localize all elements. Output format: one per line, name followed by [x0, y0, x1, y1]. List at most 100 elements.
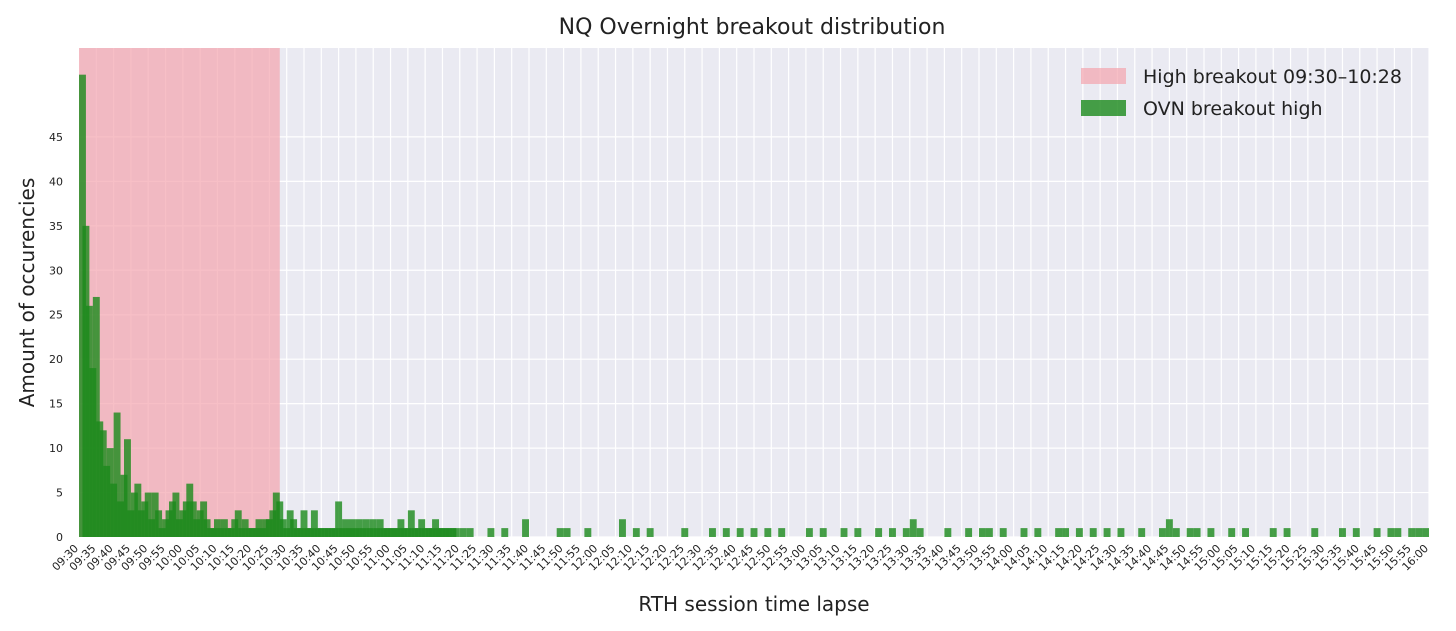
- bar: [522, 519, 529, 537]
- bar: [736, 528, 744, 537]
- bar: [124, 439, 131, 537]
- bar: [909, 519, 917, 537]
- bar: [359, 528, 367, 537]
- bar: [380, 528, 388, 537]
- bar: [293, 528, 301, 537]
- bar: [269, 510, 277, 537]
- bar: [875, 528, 883, 537]
- bar: [1020, 528, 1028, 537]
- bar: [252, 528, 259, 537]
- chart-title: NQ Overnight breakout distribution: [559, 15, 946, 40]
- y-tick-label: 25: [49, 309, 63, 322]
- bar: [407, 510, 415, 537]
- x-axis-label: RTH session time lapse: [638, 592, 869, 616]
- bar: [113, 412, 121, 537]
- bar: [355, 519, 363, 537]
- bar: [487, 528, 495, 537]
- bar: [1117, 528, 1125, 537]
- bar: [722, 528, 730, 537]
- bar: [144, 492, 152, 537]
- bar: [449, 528, 457, 537]
- bar: [217, 528, 225, 537]
- bar: [1422, 528, 1429, 537]
- bar: [1165, 519, 1173, 537]
- bar: [400, 528, 408, 537]
- bar: [383, 528, 391, 537]
- y-tick-label: 15: [49, 398, 63, 411]
- bar: [584, 528, 592, 537]
- bar: [1062, 528, 1069, 537]
- bar: [1352, 528, 1360, 537]
- bar: [172, 492, 180, 537]
- bar: [1242, 528, 1249, 537]
- bar: [805, 528, 813, 537]
- bar: [1311, 528, 1319, 537]
- y-tick-label: 0: [56, 531, 63, 544]
- bar: [764, 528, 772, 537]
- bar: [1283, 528, 1291, 537]
- bar: [632, 528, 640, 537]
- bar: [1172, 528, 1180, 537]
- x-tick-labels: 09:3009:3509:4009:4509:5009:5510:0010:05…: [50, 542, 1432, 574]
- bar: [234, 510, 242, 537]
- bar: [778, 528, 786, 537]
- y-tick-label: 20: [49, 353, 63, 366]
- bar: [902, 528, 910, 537]
- y-tick-label: 40: [49, 175, 63, 188]
- bar: [619, 519, 626, 537]
- bar: [1103, 528, 1111, 537]
- legend-swatch-ovn-breakout-high: [1081, 100, 1126, 116]
- bar: [92, 296, 100, 537]
- bar: [501, 528, 509, 537]
- bar: [965, 528, 973, 537]
- bar: [854, 528, 862, 537]
- legend: High breakout 09:30–10:28 OVN breakout h…: [1081, 66, 1402, 120]
- bar: [819, 528, 827, 537]
- y-tick-label: 30: [49, 264, 63, 277]
- bar: [556, 528, 564, 537]
- bar: [338, 528, 346, 537]
- bar: [335, 501, 343, 537]
- y-tick-label: 35: [49, 220, 63, 233]
- bar: [1075, 528, 1083, 537]
- bar: [1387, 528, 1395, 537]
- legend-swatch-high-breakout: [1081, 68, 1126, 84]
- bar: [425, 528, 433, 537]
- bar: [1089, 528, 1097, 537]
- bar: [1394, 528, 1402, 537]
- bar: [1138, 528, 1146, 537]
- legend-label-ovn-breakout-high: OVN breakout high: [1143, 98, 1323, 120]
- bar: [452, 528, 460, 537]
- y-tick-label: 45: [49, 131, 63, 144]
- bar: [290, 519, 298, 537]
- bar: [681, 528, 689, 537]
- bar: [162, 519, 169, 537]
- bar: [1193, 528, 1201, 537]
- y-tick-labels: 0 5 10 15 20 25 30 35 40 45: [49, 131, 63, 544]
- bar: [155, 510, 163, 537]
- bar: [944, 528, 952, 537]
- bar: [985, 528, 993, 537]
- y-axis-label: Amount of occurencies: [15, 178, 39, 408]
- bar: [459, 528, 467, 537]
- y-tick-label: 5: [56, 487, 63, 500]
- bar: [1207, 528, 1215, 537]
- bar: [445, 528, 453, 537]
- legend-label-high-breakout: High breakout 09:30–10:28: [1143, 66, 1402, 88]
- bar: [999, 528, 1007, 537]
- bar: [1415, 528, 1423, 537]
- bar: [1408, 528, 1416, 537]
- bar: [404, 528, 412, 537]
- bar: [840, 528, 848, 537]
- bar: [1269, 528, 1277, 537]
- bar: [207, 528, 214, 537]
- bar: [300, 510, 308, 537]
- bar: [1186, 528, 1194, 537]
- bar: [889, 528, 896, 537]
- bar: [1159, 528, 1166, 537]
- bar: [310, 510, 318, 537]
- bar: [1373, 528, 1381, 537]
- bar: [1034, 528, 1042, 537]
- y-tick-label: 10: [49, 442, 63, 455]
